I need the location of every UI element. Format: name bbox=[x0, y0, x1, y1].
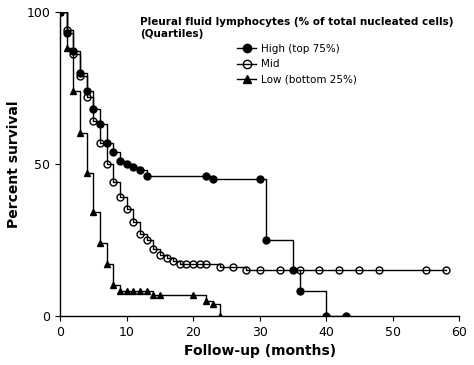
Legend: High (top 75%), Mid, Low (bottom 25%): High (top 75%), Mid, Low (bottom 25%) bbox=[140, 17, 454, 84]
Y-axis label: Percent survival: Percent survival bbox=[7, 100, 21, 228]
X-axis label: Follow-up (months): Follow-up (months) bbox=[183, 344, 336, 358]
